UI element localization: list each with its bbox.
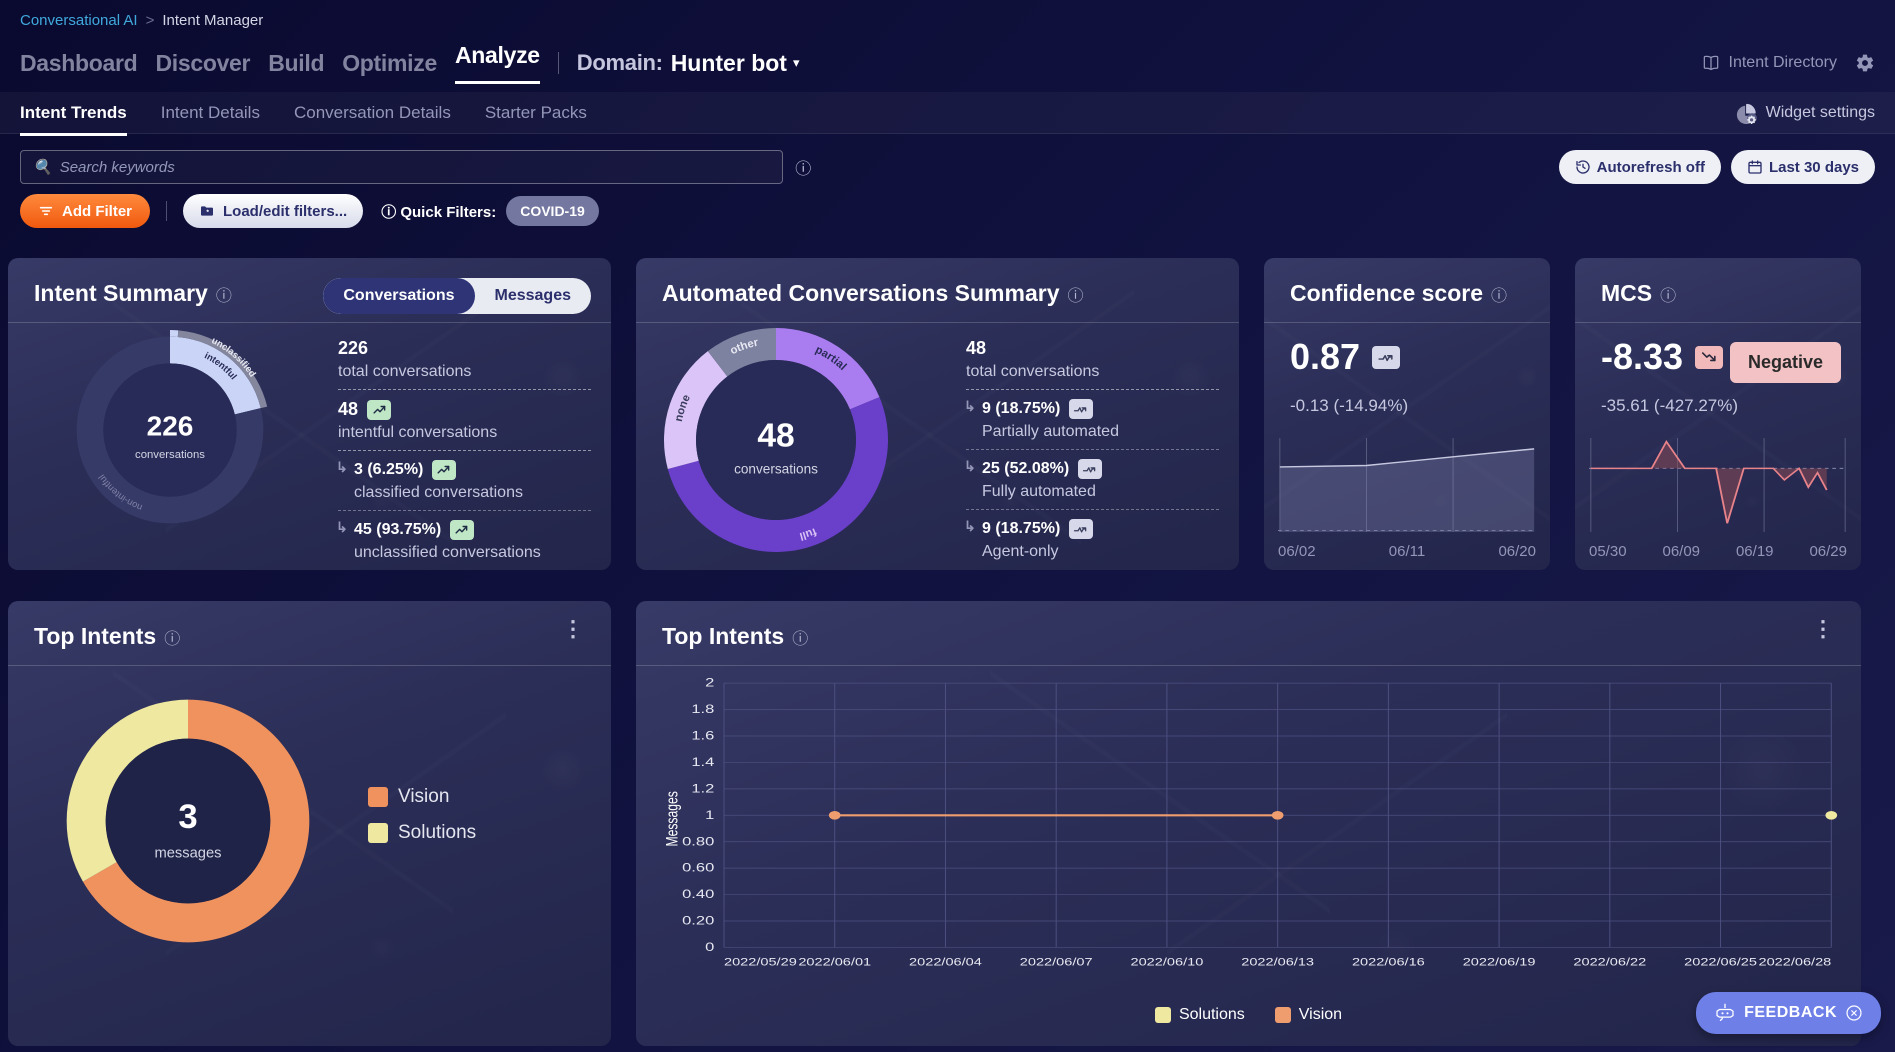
svg-text:2022/06/16: 2022/06/16: [1352, 955, 1425, 968]
svg-text:3: 3: [178, 798, 197, 836]
svg-text:0.80: 0.80: [682, 835, 714, 848]
svg-text:Messages: Messages: [664, 791, 682, 846]
svg-text:conversations: conversations: [734, 462, 818, 477]
svg-text:2022/06/22: 2022/06/22: [1573, 955, 1646, 968]
svg-text:conversations: conversations: [135, 449, 205, 461]
svg-text:226: 226: [147, 410, 194, 441]
svg-text:0.20: 0.20: [682, 915, 714, 928]
svg-text:1.8: 1.8: [691, 703, 714, 716]
svg-text:0.60: 0.60: [682, 862, 714, 875]
svg-text:1.2: 1.2: [691, 782, 714, 795]
svg-text:0.40: 0.40: [682, 888, 714, 901]
svg-text:2022/06/28: 2022/06/28: [1758, 955, 1831, 968]
svg-text:2022/06/01: 2022/06/01: [798, 955, 871, 968]
svg-text:1: 1: [705, 809, 714, 822]
svg-text:2022/06/25: 2022/06/25: [1684, 955, 1757, 968]
svg-text:2022/06/13: 2022/06/13: [1241, 955, 1314, 968]
svg-text:2022/05/29: 2022/05/29: [724, 955, 797, 968]
svg-text:2022/06/07: 2022/06/07: [1020, 955, 1093, 968]
svg-text:0: 0: [705, 941, 714, 954]
svg-text:2022/06/19: 2022/06/19: [1463, 955, 1536, 968]
svg-text:2022/06/10: 2022/06/10: [1131, 955, 1204, 968]
svg-text:2022/06/04: 2022/06/04: [909, 955, 982, 968]
svg-text:1.6: 1.6: [691, 730, 714, 743]
svg-text:1.4: 1.4: [691, 756, 714, 769]
svg-text:2: 2: [705, 677, 714, 690]
svg-text:messages: messages: [154, 845, 221, 861]
svg-text:48: 48: [757, 417, 794, 454]
